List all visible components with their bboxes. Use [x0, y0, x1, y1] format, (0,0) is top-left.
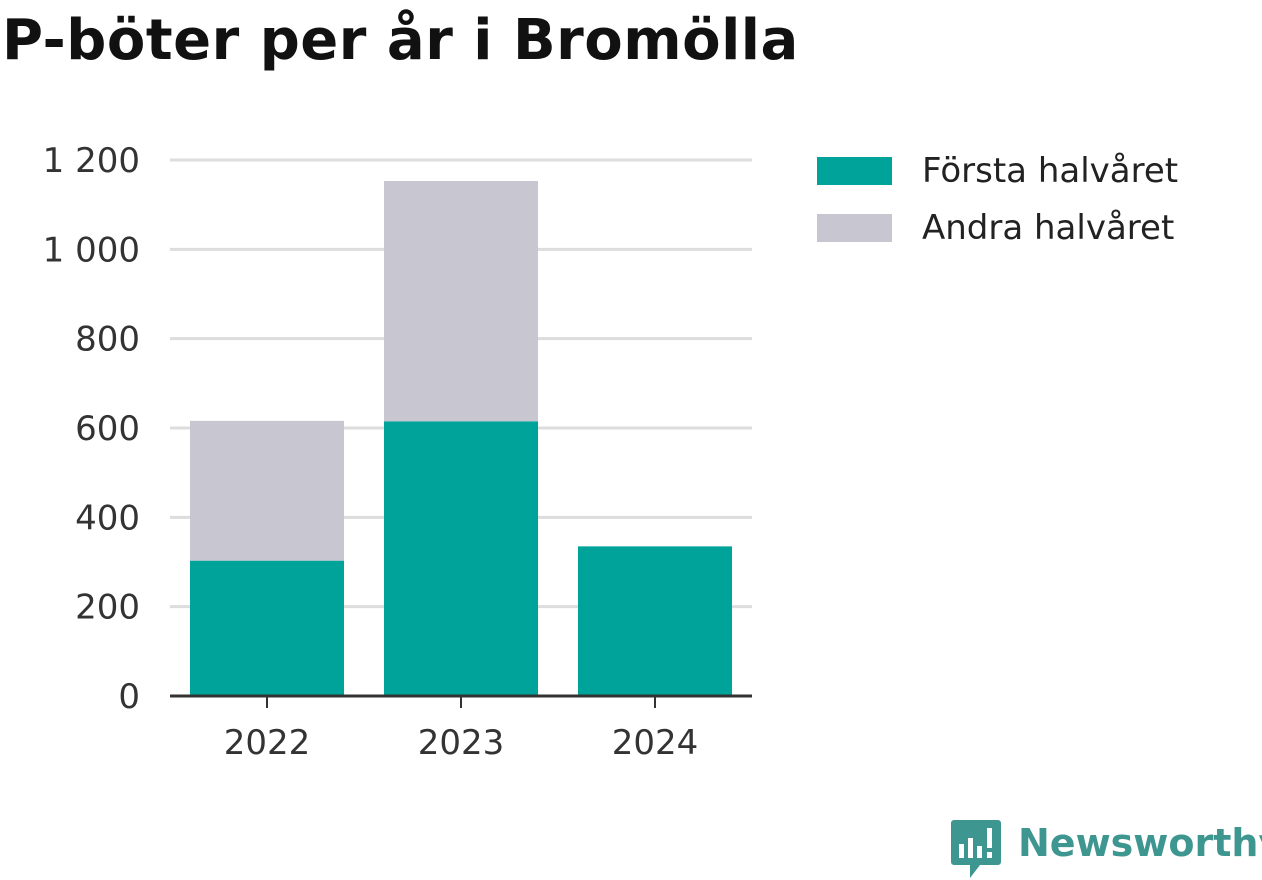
legend: Första halvåret Andra halvåret [817, 142, 1178, 256]
y-tick-label-200: 200 [75, 588, 140, 628]
legend-swatch-andra [817, 213, 892, 242]
y-tick-label-400: 400 [75, 498, 140, 538]
newsworthy-logo-icon [951, 820, 1001, 878]
chart-title: P-böter per år i Bromölla [2, 8, 799, 73]
x-tick-label-2022: 2022 [224, 723, 311, 763]
legend-item-andra: Andra halvåret [817, 199, 1178, 256]
x-tick-label-2023: 2023 [418, 723, 505, 763]
x-tick-label-2024: 2024 [612, 723, 699, 763]
bar-2023-series-0 [384, 421, 538, 696]
bar-chart: 0 200 400 600 800 1 000 1 200 2022 2023 2024 [43, 141, 752, 763]
y-tick-label-600: 600 [75, 409, 140, 449]
bar-2022-series-1 [190, 420, 344, 561]
newsworthy-brand: Newsworthy [950, 818, 1262, 880]
bars [190, 180, 732, 696]
bar-2023-series-1 [384, 180, 538, 422]
legend-label-andra: Andra halvåret [922, 207, 1175, 248]
y-tick-label-0: 0 [118, 677, 140, 717]
brand-name: Newsworthy [1018, 821, 1262, 865]
legend-item-forsta: Första halvåret [817, 142, 1178, 199]
y-tick-label-1000: 1 000 [43, 230, 140, 270]
bar-2024-series-0 [578, 546, 732, 696]
legend-label-forsta: Första halvåret [922, 150, 1179, 191]
y-tick-label-1200: 1 200 [43, 141, 140, 181]
y-tick-label-800: 800 [75, 320, 140, 360]
legend-swatch-forsta [817, 156, 892, 185]
bar-2022-series-0 [190, 560, 344, 696]
axes: 0 200 400 600 800 1 000 1 200 2022 2023 2024 [43, 141, 752, 763]
